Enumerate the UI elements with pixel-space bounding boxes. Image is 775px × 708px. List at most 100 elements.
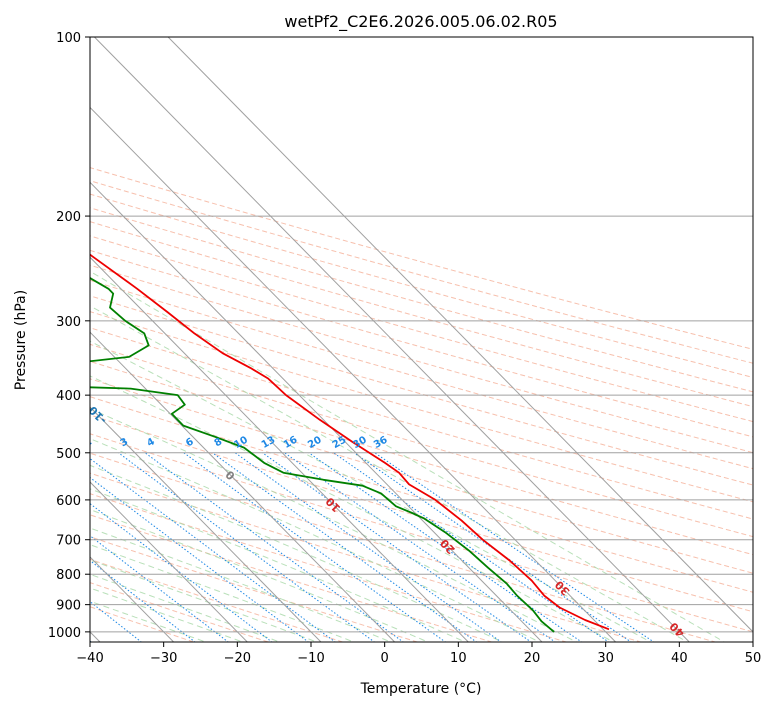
- mixing-ratio-label: 30: [351, 435, 369, 452]
- dry-adiabat: [90, 193, 753, 378]
- x-tick-label: −40: [76, 651, 103, 666]
- dry-adiabat: [90, 295, 753, 486]
- mixing-ratio-line: [144, 452, 405, 642]
- dry-adiabat: [90, 582, 270, 642]
- mixing-ratio-label: 16: [282, 435, 300, 452]
- dry-adiabat: [90, 180, 753, 364]
- x-tick-label: −30: [150, 651, 177, 666]
- mixing-ratio-line: [90, 559, 196, 642]
- y-tick-label: 1000: [48, 626, 81, 641]
- y-tick-label: 900: [56, 599, 81, 614]
- background-lines: [90, 167, 753, 642]
- x-tick-label: 20: [524, 651, 541, 666]
- dry-adiabat: [90, 452, 718, 642]
- mixing-ratio-line: [90, 502, 273, 642]
- isotherm-line: [90, 331, 395, 642]
- mixing-ratio-line: [284, 452, 557, 642]
- x-tick-label: −20: [224, 651, 251, 666]
- dry-adiabat: [90, 396, 753, 593]
- x-tick-label: 30: [597, 651, 614, 666]
- dry-adiabat: [90, 472, 643, 642]
- mixing-ratio-label: 4: [145, 436, 157, 449]
- y-tick-label: 600: [56, 494, 81, 509]
- mixing-ratio-line: [234, 452, 503, 642]
- mixing-ratio-line: [262, 452, 532, 642]
- dry-adiabat: [90, 327, 753, 520]
- moist-adiabat: [90, 438, 541, 642]
- moist-adiabat: [90, 488, 467, 642]
- mixing-ratio-label: 20: [306, 435, 324, 452]
- mixing-ratio-line: [353, 452, 632, 642]
- dry-adiabat: [90, 343, 753, 538]
- dry-adiabat: [90, 264, 753, 454]
- y-axis-label: Pressure (hPa): [13, 290, 29, 390]
- isotherm-line: [90, 256, 469, 642]
- moist-adiabat: [90, 270, 726, 642]
- isotherm-line: [90, 481, 248, 642]
- mixing-ratio-label: 1: [24, 436, 36, 449]
- moist-adiabat: [90, 375, 615, 642]
- isotherm-line: [167, 37, 753, 633]
- temperature-trace: [90, 253, 610, 631]
- dry-adiabat: [90, 279, 753, 470]
- mixing-ratio-line: [90, 476, 310, 642]
- traces: [90, 253, 610, 633]
- dry-adiabat: [90, 235, 753, 423]
- mixing-ratio-lines: [90, 452, 655, 642]
- dry-adiabat: [90, 207, 753, 393]
- isotherm-line: [90, 406, 322, 642]
- y-tick-label: 100: [56, 31, 81, 46]
- x-tick-label: 0: [381, 651, 389, 666]
- dry-adiabat: [90, 493, 568, 642]
- mixing-ratio-label: 3: [119, 436, 131, 449]
- mixing-ratio-line: [90, 535, 229, 642]
- dry-adiabat: [90, 558, 345, 642]
- dry-adiabat: [90, 167, 753, 350]
- moist-adiabat: [90, 305, 689, 642]
- mixing-ratio-line: [333, 452, 610, 642]
- dry-adiabat: [90, 433, 753, 633]
- isotherm-line: [90, 181, 543, 642]
- plot-frame: [89, 36, 754, 643]
- x-tick-label: 10: [450, 651, 467, 666]
- moist-adiabat: [90, 573, 282, 642]
- y-tick-label: 300: [56, 315, 81, 330]
- mixing-ratio-label: 8: [213, 436, 225, 449]
- moist-adiabat: [90, 527, 393, 642]
- y-tick-label: 500: [56, 447, 81, 462]
- dewpoint-trace: [90, 276, 555, 633]
- mixing-ratio-line: [183, 452, 447, 642]
- moist-adiabat: [90, 509, 430, 642]
- x-tick-label: 40: [671, 651, 688, 666]
- dry-adiabat: [90, 360, 753, 556]
- mixing-ratio-line: [118, 452, 376, 642]
- y-tick-label: 400: [56, 389, 81, 404]
- moist-adiabat: [90, 464, 504, 642]
- dry-adiabat: [90, 221, 753, 408]
- mixing-ratio-label: 6: [184, 436, 196, 449]
- mixing-ratio-label: 36: [372, 435, 390, 452]
- isotherm-line: [94, 37, 690, 642]
- x-tick-label: −10: [297, 651, 324, 666]
- axes: −40 −30 −20 −10 0 10 20 30 40 50 100 200 300 400 500 60…: [48, 31, 761, 666]
- mixing-ratio-label: 2: [83, 436, 95, 449]
- grid: [90, 37, 753, 642]
- x-tick-label: 50: [745, 651, 762, 666]
- x-axis-label: Temperature (°C): [360, 681, 482, 697]
- y-tick-label: 200: [56, 210, 81, 225]
- y-tick-label: 700: [56, 534, 81, 549]
- moist-adiabat: [90, 587, 245, 642]
- isotherm-line: [90, 106, 616, 642]
- dry-adiabat: [90, 311, 753, 503]
- y-tick-label: 800: [56, 568, 81, 583]
- dry-adiabat: [90, 606, 196, 642]
- dry-adiabat: [90, 249, 753, 438]
- mixing-ratio-label: 10: [232, 435, 250, 452]
- mixing-ratio-line: [90, 457, 336, 642]
- dry-adiabat: [90, 378, 753, 574]
- dry-adiabat: [90, 414, 753, 613]
- moist-adiabat: [90, 600, 208, 642]
- dry-adiabat: [90, 514, 494, 642]
- chart-title: wetPf2_C2E6.2026.005.06.02.R05: [284, 12, 557, 32]
